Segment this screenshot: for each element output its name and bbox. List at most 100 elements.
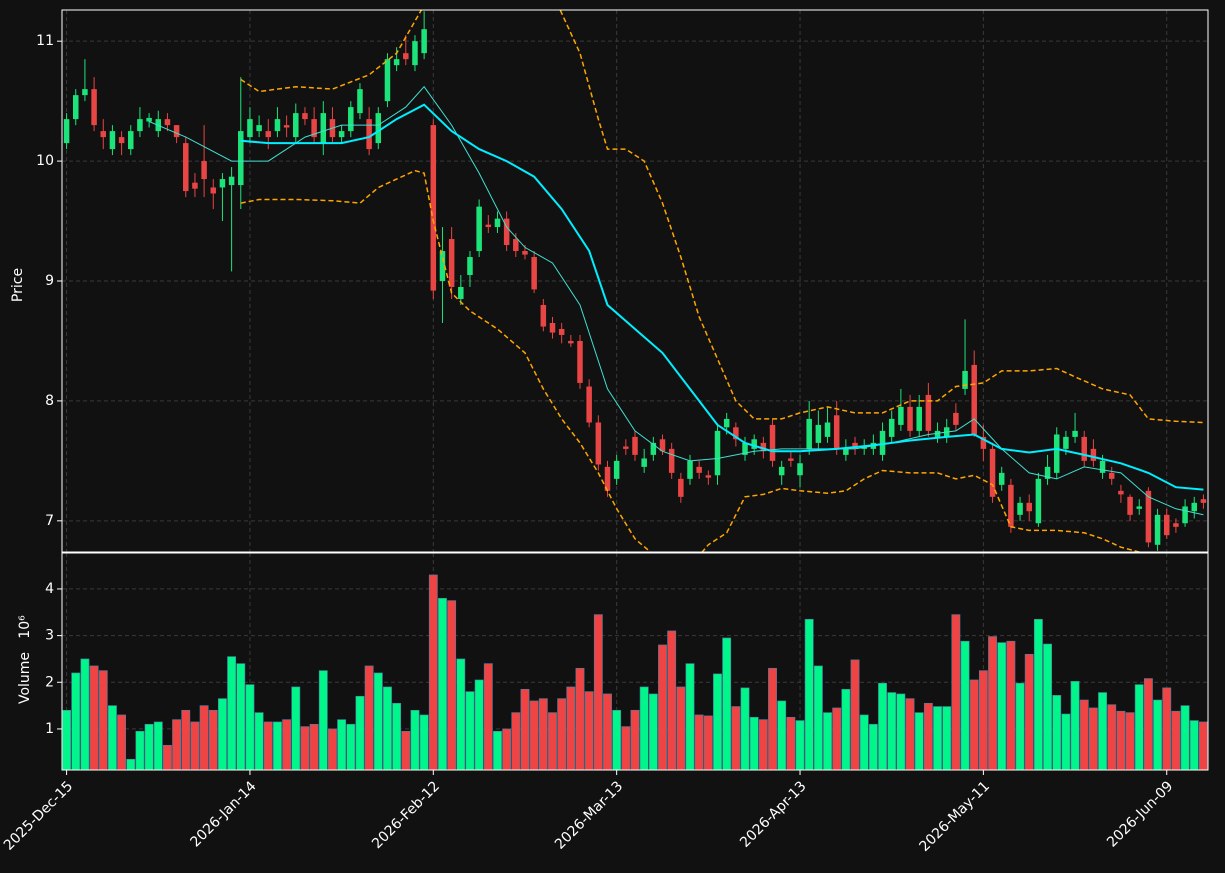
- candle-body: [421, 29, 427, 54]
- volume-bar: [850, 659, 860, 771]
- volume-bar: [923, 702, 933, 771]
- candle-body: [613, 460, 620, 479]
- price-plot: [63, 10, 1207, 552]
- volume-bar: [1033, 618, 1043, 771]
- volume-bar: [823, 712, 832, 771]
- candle-body: [852, 442, 858, 449]
- volume-bar: [548, 712, 557, 771]
- volume-offset: 10⁶: [17, 615, 33, 639]
- volume-bar: [859, 714, 869, 771]
- volume-bar: [520, 688, 530, 771]
- candle-body: [1173, 523, 1179, 527]
- volume-bar: [1052, 695, 1062, 771]
- candle-body: [311, 119, 317, 138]
- candle-body: [531, 257, 537, 290]
- volume-bar: [126, 758, 136, 771]
- volume-bar: [410, 709, 420, 771]
- candle-body: [843, 448, 849, 455]
- candle-body: [760, 442, 767, 452]
- candle-body: [228, 176, 235, 186]
- volume-bar: [245, 684, 255, 771]
- volume-bar: [786, 716, 796, 771]
- candle-body: [393, 59, 400, 66]
- volume-axis-label: Volume: [17, 652, 33, 704]
- volume-bar: [584, 691, 594, 771]
- candle-body: [888, 418, 895, 437]
- candle-body: [1118, 490, 1124, 495]
- volume-bar: [438, 597, 447, 771]
- volume-bar: [1153, 699, 1163, 771]
- volume-bar: [190, 721, 200, 771]
- volume-bar: [841, 688, 851, 771]
- volume-bar: [144, 723, 154, 771]
- y-tick-label: 3: [45, 628, 54, 644]
- price-panel-frame: [61, 9, 1209, 553]
- candle-body: [806, 418, 812, 449]
- candle-body: [1108, 472, 1115, 479]
- candle-body: [778, 466, 785, 476]
- overlay-line: [240, 10, 1204, 424]
- volume-bar: [722, 637, 732, 771]
- volume-bar: [1070, 681, 1080, 771]
- volume-bar: [199, 705, 209, 771]
- candle-body: [586, 386, 592, 423]
- volume-bar: [309, 723, 319, 771]
- candle-body: [146, 117, 152, 122]
- candle-body: [1072, 430, 1078, 437]
- candle-body: [1163, 514, 1170, 536]
- volume-bar: [942, 706, 952, 771]
- volume-bar: [804, 618, 814, 771]
- volume-bar: [768, 667, 777, 771]
- candle-body: [357, 89, 363, 114]
- volume-bar: [392, 702, 402, 771]
- volume-bar: [1006, 640, 1016, 771]
- candle-body: [109, 131, 116, 150]
- candle-body: [100, 131, 107, 138]
- volume-bar: [896, 693, 906, 771]
- y-tick-label: 1: [45, 721, 54, 737]
- volume-bar: [593, 614, 603, 771]
- volume-bar: [98, 670, 108, 771]
- volume-bar: [832, 707, 842, 771]
- overlay-line: [148, 85, 1204, 516]
- volume-bar: [428, 574, 438, 771]
- volume-bar: [254, 712, 264, 771]
- volume-bar: [337, 719, 347, 771]
- candle-body: [788, 458, 794, 461]
- candle-body: [568, 340, 574, 344]
- y-tick-label: 9: [45, 273, 54, 289]
- volume-bar: [181, 709, 191, 771]
- volume-bar: [694, 714, 704, 771]
- candle-body: [558, 328, 565, 335]
- candle-body: [63, 119, 70, 144]
- candle-body: [375, 113, 382, 144]
- volume-bar: [933, 706, 942, 771]
- candle-body: [1017, 502, 1023, 515]
- candle-body: [366, 119, 372, 150]
- volume-bar: [1015, 682, 1025, 771]
- volume-bar: [1079, 699, 1089, 771]
- candle-body: [403, 53, 409, 60]
- volume-bar: [328, 728, 337, 771]
- volume-bar: [282, 719, 292, 771]
- candle-body: [687, 460, 693, 479]
- candle-body: [604, 466, 611, 491]
- volume-bar: [639, 686, 649, 771]
- candle-body: [1154, 514, 1161, 545]
- candle-body: [283, 125, 290, 128]
- candle-body: [898, 406, 904, 425]
- volume-bar: [667, 630, 677, 771]
- candle-body: [751, 439, 757, 449]
- y-tick-label: 4: [45, 581, 54, 597]
- volume-bar: [1143, 678, 1153, 771]
- volume-bar: [1116, 710, 1126, 771]
- volume-bar: [483, 663, 493, 771]
- volume-bar: [529, 700, 539, 771]
- volume-bar: [493, 730, 502, 771]
- volume-bar: [905, 698, 915, 771]
- volume-bar: [80, 658, 90, 771]
- candle-body: [256, 125, 262, 132]
- candle-body: [476, 206, 482, 252]
- candle-body: [577, 340, 583, 383]
- volume-bar: [300, 726, 310, 771]
